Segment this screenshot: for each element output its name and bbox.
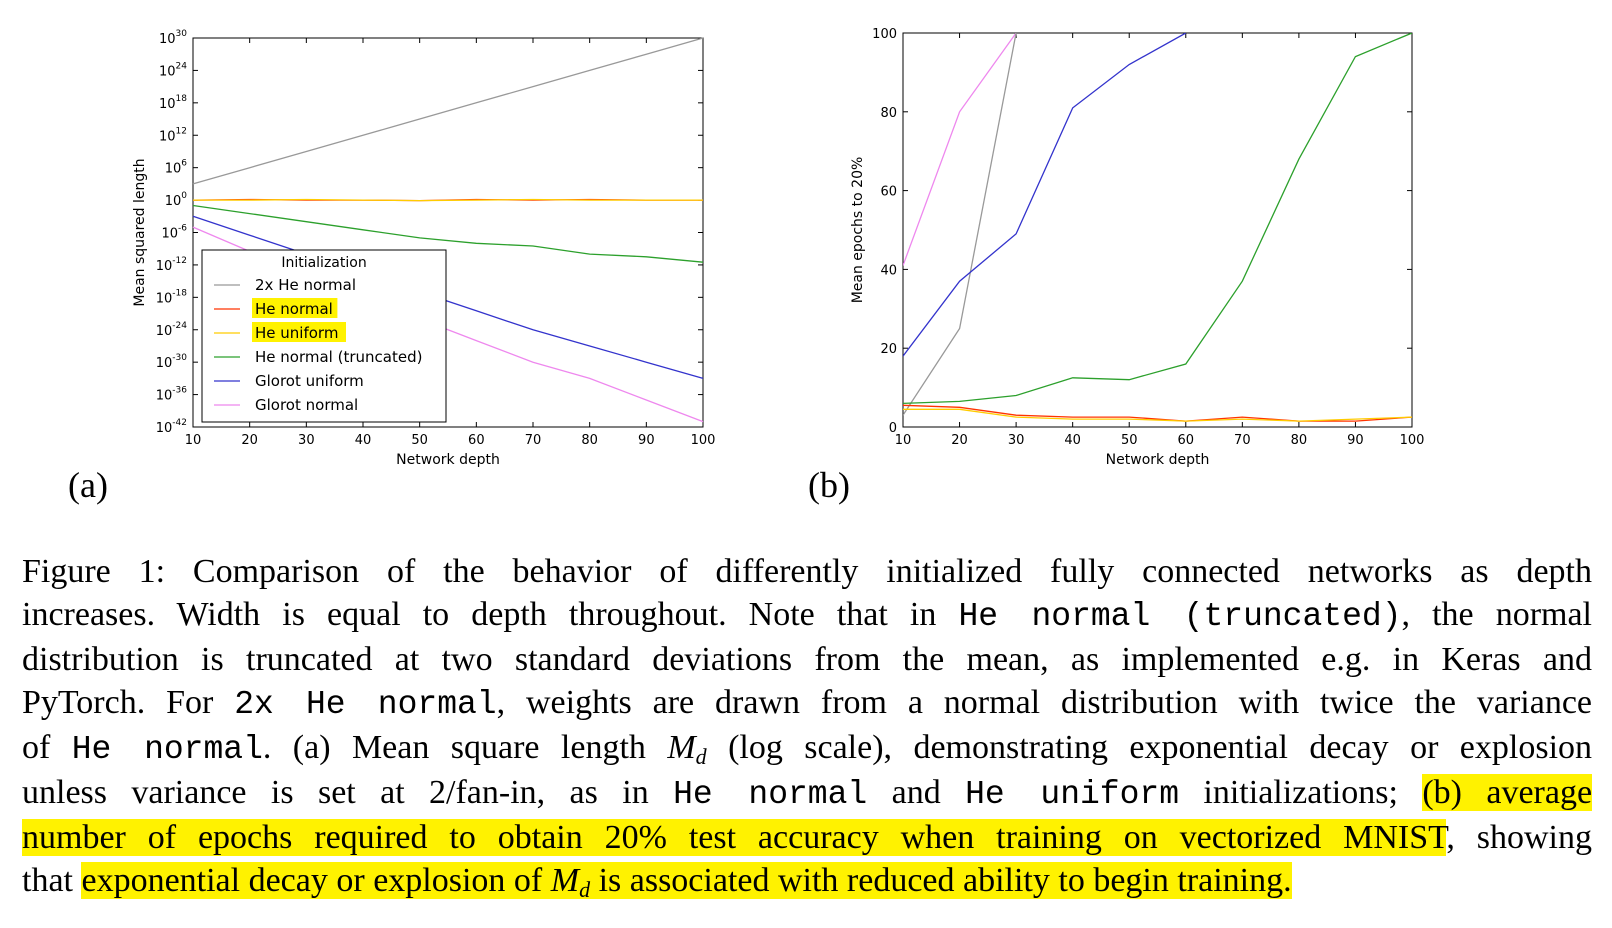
caption-text: and [891, 774, 941, 811]
caption-highlight: (b) average [1422, 774, 1593, 811]
x-tick-label: 40 [355, 433, 372, 448]
y-tick-label: 0 [889, 421, 897, 436]
y-tick-label: 10-30 [156, 353, 188, 371]
series-line-glorot-uniform [903, 33, 1187, 357]
legend-entry: He uniform [255, 324, 338, 342]
legend-title: Initialization [281, 255, 366, 271]
y-axis-label: Mean epochs to 20% [850, 157, 866, 304]
code-he-normal: He normal [71, 731, 263, 768]
chart-panel-b: 10 20 30 40 50 60 70 80 90 100 0 20 40 60 80 100 Network… [850, 27, 1424, 468]
x-tick-label: 40 [1064, 433, 1081, 448]
caption-line-4: PyTorch. For 2x He normal, weights are d… [22, 681, 1592, 726]
y-tick-label: 106 [165, 159, 188, 177]
figure-caption: Figure 1: Comparison of the behavior of … [22, 550, 1593, 902]
code-he-normal-truncated: He normal (truncated) [958, 598, 1402, 635]
y-tick-label: 10-12 [156, 256, 187, 274]
y-tick-label: 10-6 [161, 224, 187, 242]
math-md: Md [667, 729, 707, 769]
panel-label-a: (a) [68, 465, 108, 505]
caption-line-7: number of epochs required to obtain 20% … [22, 816, 1592, 859]
series-line-2x-he-normal [903, 33, 1017, 416]
series-line-glorot-normal [903, 33, 1017, 266]
legend-highlight [252, 298, 338, 318]
caption-text: , showing [1446, 819, 1592, 856]
legend-entry: He normal (truncated) [255, 348, 422, 366]
figure-panels: 10 20 30 40 50 60 70 80 90 1001030102410181012106… [68, 27, 1424, 505]
x-tick-label: 50 [411, 433, 428, 448]
series-line-he-uniform [903, 408, 1412, 422]
x-tick-label: 80 [581, 433, 598, 448]
x-tick-label: 20 [951, 433, 968, 448]
legend-entry: He normal [255, 300, 333, 318]
y-axis-label: Mean squared length [132, 158, 148, 306]
x-tick-label: 100 [1400, 433, 1425, 448]
y-tick-label: 60 [880, 185, 897, 200]
y-tick-label: 1018 [159, 94, 187, 112]
legend-entry: Glorot normal [255, 396, 358, 414]
x-tick-label: 90 [1347, 433, 1364, 448]
y-tick-label: 1012 [159, 126, 187, 144]
chart-panel-a: 10 20 30 40 50 60 70 80 90 100 1030 1024 1018 1012 106… [132, 29, 715, 468]
y-tick-label: 10-42 [156, 418, 187, 436]
caption-text: , weights are drawn from a normal distri… [496, 684, 1593, 721]
y-tick-label: 40 [880, 263, 897, 278]
caption-line-2: increases. Width is equal to depth throu… [22, 593, 1592, 638]
caption-line-1: Figure 1: Comparison of the behavior of … [22, 553, 1592, 590]
math-md: Md [550, 862, 591, 902]
caption-highlight: number of epochs required to obtain 20% … [22, 819, 1447, 856]
y-tick-label: 80 [880, 106, 897, 121]
caption-text: (log scale), demonstrating exponential d… [728, 729, 1593, 766]
caption-line-6: unless variance is set at 2/fan-in, as i… [22, 771, 1593, 816]
caption-text: . (a) Mean square length [262, 729, 646, 766]
series-line-2x-he-normal [192, 37, 704, 185]
caption-text: increases. Width is equal to depth throu… [22, 596, 937, 633]
y-tick-label: 1024 [159, 61, 187, 79]
x-tick-label: 70 [1234, 433, 1251, 448]
x-tick-label: 90 [638, 433, 655, 448]
y-tick-label: 10-36 [156, 386, 188, 404]
caption-line-5: of He normal. (a) Mean square length Md … [22, 726, 1592, 771]
caption-text: unless variance is set at 2/fan-in, as i… [22, 774, 649, 811]
caption-text: of [22, 729, 51, 766]
series-line-he-normal [903, 404, 1412, 422]
x-axis-label: Network depth [396, 452, 500, 468]
caption-line-8: that exponential decay or explosion of M… [22, 859, 1592, 902]
code-2x-he-normal: 2x He normal [234, 686, 497, 723]
code-he-normal: He normal [673, 776, 868, 813]
caption-text: that [22, 862, 73, 899]
x-tick-label: 50 [1121, 433, 1138, 448]
legend-entry: 2x He normal [255, 276, 356, 294]
legend-highlight [252, 322, 346, 342]
x-tick-label: 70 [525, 433, 542, 448]
caption-text: , the normal [1401, 596, 1593, 633]
x-tick-label: 10 [185, 433, 202, 448]
x-tick-label: 100 [691, 433, 716, 448]
caption-text: initializations; [1203, 774, 1398, 811]
y-tick-label: 100 [872, 27, 897, 42]
caption-highlight: exponential decay or explosion of Md is … [81, 862, 1292, 902]
x-tick-label: 20 [241, 433, 258, 448]
x-tick-label: 80 [1291, 433, 1308, 448]
plot-frame [902, 32, 1413, 428]
x-tick-label: 30 [298, 433, 315, 448]
y-tick-label: 1030 [159, 29, 187, 47]
x-tick-label: 30 [1008, 433, 1025, 448]
x-tick-label: 60 [468, 433, 485, 448]
x-axis-label: Network depth [1106, 452, 1210, 468]
code-he-uniform: He uniform [965, 776, 1180, 813]
series-line-glorot-uniform [192, 215, 704, 380]
y-tick-label: 10-18 [156, 288, 188, 306]
caption-line-3: distribution is truncated at two standar… [22, 641, 1592, 678]
series-line-he-normal-truncated- [192, 204, 704, 263]
y-tick-label: 100 [165, 191, 188, 209]
caption-text: PyTorch. For [22, 684, 214, 721]
panel-label-b: (b) [808, 465, 850, 505]
x-tick-label: 60 [1178, 433, 1195, 448]
y-tick-label: 20 [880, 342, 897, 357]
y-tick-label: 10-24 [156, 321, 188, 339]
series-line-he-uniform [193, 198, 703, 202]
series-line-he-normal-truncated- [903, 33, 1412, 405]
legend-entry: Glorot uniform [255, 372, 364, 390]
x-tick-label: 10 [895, 433, 912, 448]
